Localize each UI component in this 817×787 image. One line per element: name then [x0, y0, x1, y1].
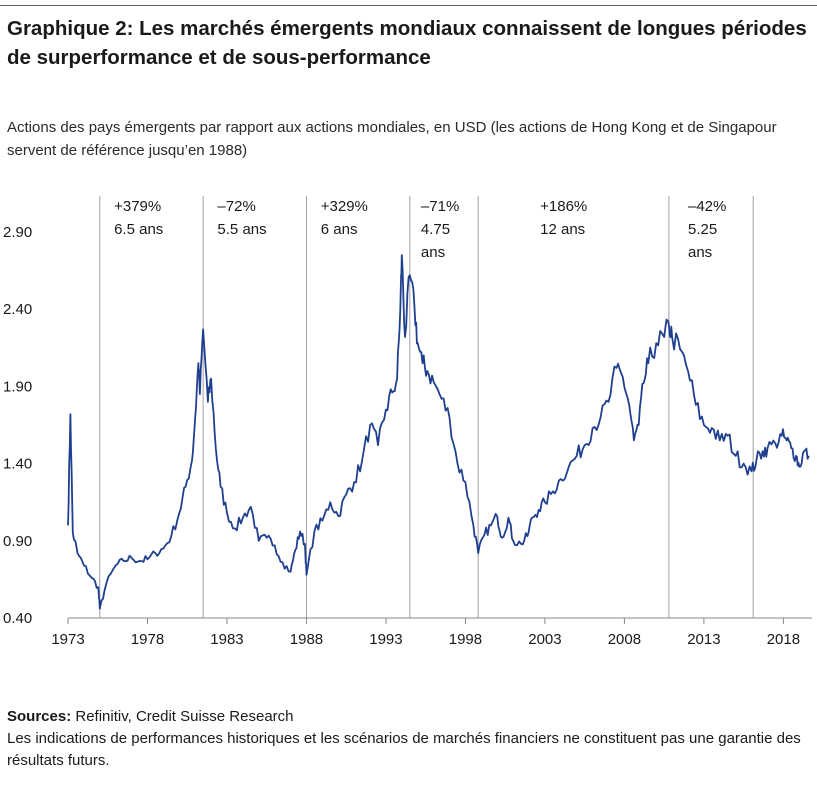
- period-dividers: [99, 196, 754, 618]
- chart-title: Graphique 2: Les marchés émergents mondi…: [7, 17, 807, 69]
- annotation-line: +186%: [540, 198, 587, 215]
- period-annotation: –72% 5.5 ans: [217, 198, 266, 238]
- annotation-line: –71%: [421, 198, 459, 215]
- annotation-line: ans: [421, 244, 445, 261]
- period-annotations: +379% 6.5 ans –72% 5.5 ans +329% 6 ans –71% 4.7…: [114, 198, 726, 261]
- annotation-line: ans: [688, 244, 712, 261]
- x-axis-ticks: 1973 1978 1983 1988 1993 1998 2003 2008 2013 2018: [51, 618, 800, 648]
- period-annotation: +379% 6.5 ans: [114, 198, 163, 238]
- x-tick-label: 1993: [369, 631, 402, 648]
- annotation-line: 4.75: [421, 221, 450, 238]
- x-tick-label: 2008: [608, 631, 641, 648]
- sources-label: Sources:: [7, 708, 72, 725]
- y-tick-label: 2.40: [3, 301, 32, 318]
- sources-text: Refinitiv, Credit Suisse Research: [71, 708, 294, 725]
- line-chart: 0.40 0.90 1.40 1.90 2.40 2.90 1973 1978 1983 198…: [3, 196, 812, 648]
- y-tick-label: 0.90: [3, 533, 32, 550]
- sources-block: Sources: Refinitiv, Credit Suisse Resear…: [7, 706, 807, 772]
- x-tick-label: 1978: [131, 631, 164, 648]
- x-tick-label: 1988: [290, 631, 323, 648]
- x-tick-label: 2013: [687, 631, 720, 648]
- top-rule: [0, 5, 817, 6]
- period-annotation: –42% 5.25 ans: [688, 198, 726, 261]
- period-annotation: +329% 6 ans: [321, 198, 368, 238]
- annotation-line: +379%: [114, 198, 161, 215]
- disclaimer: Les indications de performances historiq…: [7, 730, 801, 769]
- annotation-line: 5.5 ans: [217, 221, 266, 238]
- series-line: [67, 254, 810, 610]
- annotation-line: 12 ans: [540, 221, 585, 238]
- annotation-line: 5.25: [688, 221, 717, 238]
- period-annotation: +186% 12 ans: [540, 198, 587, 238]
- y-tick-label: 2.90: [3, 224, 32, 241]
- y-axis-ticks: 0.40 0.90 1.40 1.90 2.40 2.90: [3, 224, 32, 627]
- chart-subtitle: Actions des pays émergents par rapport a…: [7, 119, 777, 159]
- x-tick-label: 1973: [51, 631, 84, 648]
- x-tick-label: 1983: [210, 631, 243, 648]
- y-tick-label: 0.40: [3, 610, 32, 627]
- y-tick-label: 1.40: [3, 456, 32, 473]
- annotation-line: +329%: [321, 198, 368, 215]
- annotation-line: –72%: [217, 198, 255, 215]
- y-tick-label: 1.90: [3, 378, 32, 395]
- x-tick-label: 2003: [528, 631, 561, 648]
- period-annotation: –71% 4.75 ans: [421, 198, 459, 261]
- x-tick-label: 2018: [767, 631, 800, 648]
- x-tick-label: 1998: [449, 631, 482, 648]
- annotation-line: –42%: [688, 198, 726, 215]
- annotation-line: 6.5 ans: [114, 221, 163, 238]
- annotation-line: 6 ans: [321, 221, 358, 238]
